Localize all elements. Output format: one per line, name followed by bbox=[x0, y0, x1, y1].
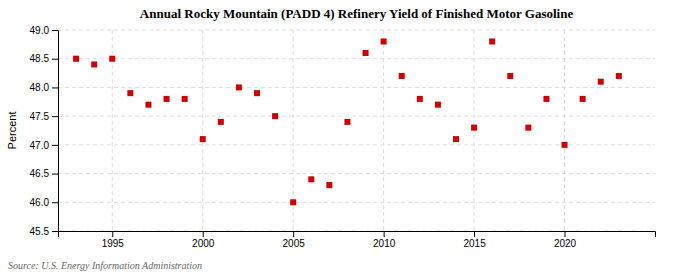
grid-line-y bbox=[58, 87, 655, 88]
tick-label: 2020 bbox=[554, 238, 577, 249]
tick-mark bbox=[52, 231, 58, 232]
grid-line-x bbox=[202, 30, 203, 231]
tick-label: 46.5 bbox=[30, 168, 50, 179]
title: Annual Rocky Mountain (PADD 4) Refinery … bbox=[140, 6, 574, 21]
tick: 46.0 bbox=[30, 197, 58, 208]
grid-line-y bbox=[58, 173, 655, 174]
point bbox=[525, 125, 531, 131]
point bbox=[218, 119, 224, 125]
tick: 47.0 bbox=[30, 140, 58, 151]
tick-mark bbox=[52, 202, 58, 203]
y-axis-title: Percent bbox=[6, 112, 18, 150]
tick-mark bbox=[52, 87, 58, 88]
point bbox=[326, 182, 332, 188]
plot: 1995 2000 2005 2010 2015 2020 45.5 46.0 46.5 47.0… bbox=[30, 25, 656, 249]
point bbox=[254, 90, 260, 96]
tick: 45.5 bbox=[30, 226, 58, 237]
tick: 2000 bbox=[192, 231, 215, 249]
point bbox=[200, 136, 206, 142]
x-axis: 1995 2000 2005 2010 2015 2020 bbox=[59, 231, 656, 249]
point bbox=[73, 56, 79, 62]
point bbox=[453, 136, 459, 142]
point bbox=[417, 96, 423, 102]
tick-label: 49.0 bbox=[30, 25, 50, 36]
tick-mark bbox=[52, 116, 58, 117]
tick-label: 47.0 bbox=[30, 140, 50, 151]
tick-label: 45.5 bbox=[30, 226, 50, 237]
tick: 2015 bbox=[463, 231, 486, 249]
tick: 46.5 bbox=[30, 168, 58, 179]
y-axis: 45.5 46.0 46.5 47.0 47.5 48.0 48.5 49.0 bbox=[30, 25, 59, 237]
point bbox=[543, 96, 549, 102]
tick-label: 2005 bbox=[283, 238, 306, 249]
point bbox=[562, 142, 568, 148]
axis-line bbox=[52, 31, 59, 232]
tick-mark bbox=[384, 231, 385, 237]
tick-mark bbox=[293, 231, 294, 237]
point bbox=[308, 176, 314, 182]
tick-label: 48.0 bbox=[30, 82, 50, 93]
tick-mark bbox=[474, 231, 475, 237]
point bbox=[507, 73, 513, 79]
grid-line-x bbox=[564, 30, 565, 231]
point bbox=[272, 113, 278, 119]
tick: 2010 bbox=[373, 231, 396, 249]
grid-line-y bbox=[58, 116, 655, 117]
tick-label: 2015 bbox=[463, 238, 486, 249]
tick: 48.0 bbox=[30, 82, 58, 93]
point bbox=[435, 102, 441, 108]
tick: 48.5 bbox=[30, 53, 58, 64]
point bbox=[489, 38, 495, 44]
source: Source: U.S. Energy Information Administ… bbox=[8, 260, 202, 271]
point bbox=[471, 125, 477, 131]
point bbox=[236, 84, 242, 90]
grid-line-y bbox=[58, 58, 655, 59]
point bbox=[616, 73, 622, 79]
point bbox=[164, 96, 170, 102]
tick-mark bbox=[52, 30, 58, 31]
tick-mark bbox=[565, 231, 566, 237]
tick-label: 2000 bbox=[192, 238, 215, 249]
grid-line-y bbox=[58, 202, 655, 203]
tick-label: 2010 bbox=[373, 238, 396, 249]
tick: 2005 bbox=[283, 231, 306, 249]
tick: 2020 bbox=[554, 231, 577, 249]
tick: 49.0 bbox=[30, 25, 58, 36]
point bbox=[145, 102, 151, 108]
tick: 1995 bbox=[102, 231, 125, 249]
grid-line-y bbox=[58, 30, 655, 31]
points bbox=[73, 38, 622, 205]
grid-line-x bbox=[383, 30, 384, 231]
point bbox=[399, 73, 405, 79]
point bbox=[381, 38, 387, 44]
tick-label: 47.5 bbox=[30, 111, 50, 122]
point bbox=[182, 96, 188, 102]
point bbox=[344, 119, 350, 125]
tick-mark bbox=[52, 174, 58, 175]
point bbox=[598, 79, 604, 85]
tick-mark bbox=[52, 145, 58, 146]
tick: 47.5 bbox=[30, 111, 58, 122]
tick-label: 46.0 bbox=[30, 197, 50, 208]
point bbox=[580, 96, 586, 102]
point bbox=[109, 56, 115, 62]
chart: 1995 2000 2005 2010 2015 2020 45.5 46.0 46.5 47.0… bbox=[0, 0, 675, 275]
point bbox=[127, 90, 133, 96]
tick-label: 48.5 bbox=[30, 53, 50, 64]
tick-label: 1995 bbox=[102, 238, 125, 249]
point bbox=[290, 199, 296, 205]
tick-mark bbox=[52, 59, 58, 60]
tick-mark bbox=[203, 231, 204, 237]
axis-line bbox=[59, 232, 656, 238]
grid bbox=[58, 30, 655, 231]
point bbox=[91, 61, 97, 67]
point bbox=[363, 50, 369, 56]
tick-mark bbox=[112, 231, 113, 237]
